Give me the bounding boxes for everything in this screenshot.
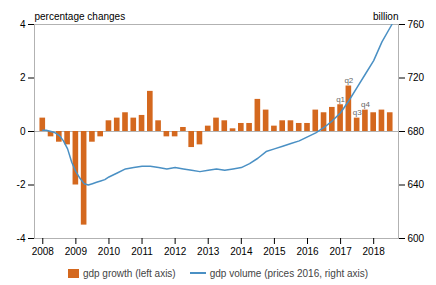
svg-text:640: 640 (408, 179, 425, 190)
svg-text:-2: -2 (17, 179, 26, 190)
svg-text:q4: q4 (361, 100, 370, 109)
svg-text:2011: 2011 (131, 246, 153, 257)
html-text:gdp growth (left axis): gdp growth (left axis) (82, 267, 176, 279)
svg-text:2009: 2009 (65, 246, 88, 257)
svg-text:760: 760 (408, 19, 425, 30)
svg-text:2014: 2014 (230, 246, 253, 257)
svg-text:2018: 2018 (363, 246, 386, 257)
svg-text:2016: 2016 (296, 246, 319, 257)
svg-text:2010: 2010 (98, 246, 121, 257)
svg-text:680: 680 (408, 126, 425, 137)
svg-text:2017: 2017 (329, 246, 352, 257)
svg-text:2013: 2013 (197, 246, 220, 257)
svg-text:2008: 2008 (32, 246, 55, 257)
svg-text:2015: 2015 (263, 246, 286, 257)
svg-text:2012: 2012 (164, 246, 187, 257)
html-text:gdp volume (prices 2016, right: gdp volume (prices 2016, right axis) (209, 267, 369, 279)
svg-text:600: 600 (408, 233, 425, 244)
svg-text:q1: q1 (336, 95, 345, 104)
svg-text:-4: -4 (17, 233, 26, 244)
svg-text:4: 4 (20, 19, 26, 30)
svg-text:0: 0 (20, 126, 26, 137)
svg-text:2: 2 (20, 72, 26, 83)
svg-text:percentage changes: percentage changes (35, 11, 126, 22)
svg-text:q2: q2 (344, 76, 353, 85)
svg-text:q3: q3 (353, 108, 362, 117)
svg-text:720: 720 (408, 72, 425, 83)
svg-text:billion: billion (373, 11, 399, 22)
